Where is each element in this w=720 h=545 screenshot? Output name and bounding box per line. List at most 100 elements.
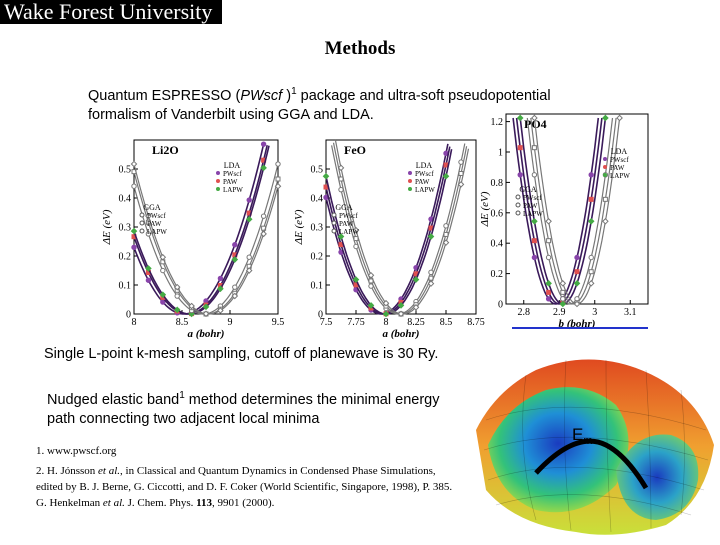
data-point <box>367 271 375 279</box>
legend-title: LDA <box>611 147 628 156</box>
y-tick-label: 0.1 <box>119 281 132 292</box>
data-point <box>352 226 360 234</box>
data-point <box>588 254 594 261</box>
page-title: Methods <box>324 38 396 59</box>
y-tick-label: 0.1 <box>311 281 324 292</box>
legend-title: GGA <box>519 185 537 194</box>
data-point <box>602 218 609 225</box>
legend-entry: LAPW <box>223 186 243 194</box>
data-point <box>232 284 238 290</box>
series-line <box>133 145 270 315</box>
y-tick-label: 0.2 <box>119 252 132 263</box>
legend-marker <box>139 228 145 234</box>
y-tick-label: 0.3 <box>311 223 324 234</box>
data-point <box>382 310 390 318</box>
legend-entry: PWscf <box>610 156 629 164</box>
series-line <box>526 117 614 305</box>
legend-marker <box>603 173 607 177</box>
data-point <box>588 196 594 202</box>
legend-entry: PAW <box>223 178 238 186</box>
data-point <box>559 280 567 287</box>
y-axis-label: ΔE (eV) <box>101 209 113 245</box>
data-point <box>442 239 450 246</box>
y-tick-label: 0.5 <box>311 165 324 176</box>
x-tick-label: 3 <box>592 307 597 318</box>
legend-title: LDA <box>416 161 433 170</box>
intro-before: Quantum ESPRESSO ( <box>88 87 241 104</box>
legend-title: GGA <box>335 203 353 212</box>
data-point <box>588 269 594 275</box>
data-point <box>217 307 224 314</box>
intro-code: PWscf <box>240 87 283 104</box>
data-point <box>260 141 267 147</box>
chart-feo-svg: 7.5 7.75 8 8.25 8.5 8.75 0 0.1 0.2 0.3 0.4 0.5 a (bo… <box>293 139 485 340</box>
data-point <box>546 289 552 295</box>
data-point <box>130 227 138 235</box>
data-point <box>517 145 523 151</box>
legend-entry: PWscf <box>147 212 166 220</box>
y-tick-label: 0.4 <box>311 194 324 205</box>
data-point <box>202 303 210 311</box>
data-point <box>202 310 210 318</box>
legend-entry: PAW <box>147 220 162 228</box>
x-tick-label: 9.5 <box>272 317 285 328</box>
legend-marker <box>139 212 145 218</box>
neb-before: Nudged elastic band <box>47 391 180 408</box>
neb-text: Nudged elastic band1 method determines t… <box>47 386 467 429</box>
data-point <box>531 218 538 225</box>
data-point <box>531 172 538 178</box>
intro-text: Quantum ESPRESSO (PWscf )1 package and u… <box>88 86 551 123</box>
chart-po4-svg: 2.8 2.9 3 3.100.20.40.60.811.2b (bohr)ΔE (e… <box>479 113 649 330</box>
data-point <box>412 304 420 311</box>
legend-entry: LAPW <box>147 228 167 236</box>
reference-1: 1. www.pwscf.org <box>36 445 117 457</box>
data-point <box>145 265 152 272</box>
chart-feo: 7.5 7.75 8 8.25 8.5 8.75 0 0.1 0.2 0.3 0.4 0.5 a (bo… <box>290 132 486 344</box>
y-tick-label: 0.6 <box>491 208 504 219</box>
x-tick-label: 2.9 <box>553 307 566 318</box>
data-point <box>560 296 566 302</box>
y-axis-label: ΔE (eV) <box>479 191 491 227</box>
data-point <box>231 256 239 263</box>
legend-entry: PWscf <box>415 170 434 178</box>
y-tick-label: 1.2 <box>491 117 504 128</box>
data-point <box>160 299 166 305</box>
data-point <box>587 218 595 225</box>
data-point <box>145 212 152 220</box>
data-point <box>382 299 390 307</box>
data-point <box>458 170 464 176</box>
chart-li2o: 8 8.5 9 9.5 0 0.1 0.2 0.3 0.4 0.5 a (bohr) ΔE (eV) L… <box>98 132 288 344</box>
data-point <box>574 269 580 275</box>
data-point <box>275 176 281 182</box>
data-point <box>145 231 152 237</box>
data-point <box>443 231 449 237</box>
x-tick-label: 8 <box>384 317 389 328</box>
legend-marker <box>216 171 220 175</box>
data-point <box>588 172 594 178</box>
y-tick-label: 0.5 <box>119 165 132 176</box>
data-point <box>232 242 238 248</box>
data-point <box>275 161 281 167</box>
series-line <box>512 117 600 305</box>
legend-marker <box>408 179 412 183</box>
reference-2: 2. H. Jónsson et al., in Classical and Q… <box>36 465 453 509</box>
data-point <box>130 160 138 168</box>
data-point <box>517 172 523 178</box>
x-axis-label: a (bohr) <box>188 328 225 340</box>
data-point <box>245 215 253 223</box>
data-point <box>587 280 595 287</box>
data-point <box>457 181 465 188</box>
data-point <box>217 285 224 293</box>
legend-entry: PWscf <box>223 170 242 178</box>
y-tick-label: 1 <box>498 148 503 159</box>
intro-ref: 1 <box>291 86 297 97</box>
data-point <box>442 172 450 180</box>
data-point <box>412 276 420 283</box>
legend-marker <box>603 157 607 161</box>
data-point <box>545 254 552 261</box>
data-point <box>559 300 567 308</box>
data-point <box>246 197 252 203</box>
chart-title: FeO <box>344 143 366 157</box>
y-tick-label: 0.3 <box>119 223 132 234</box>
legend-marker <box>216 187 220 191</box>
